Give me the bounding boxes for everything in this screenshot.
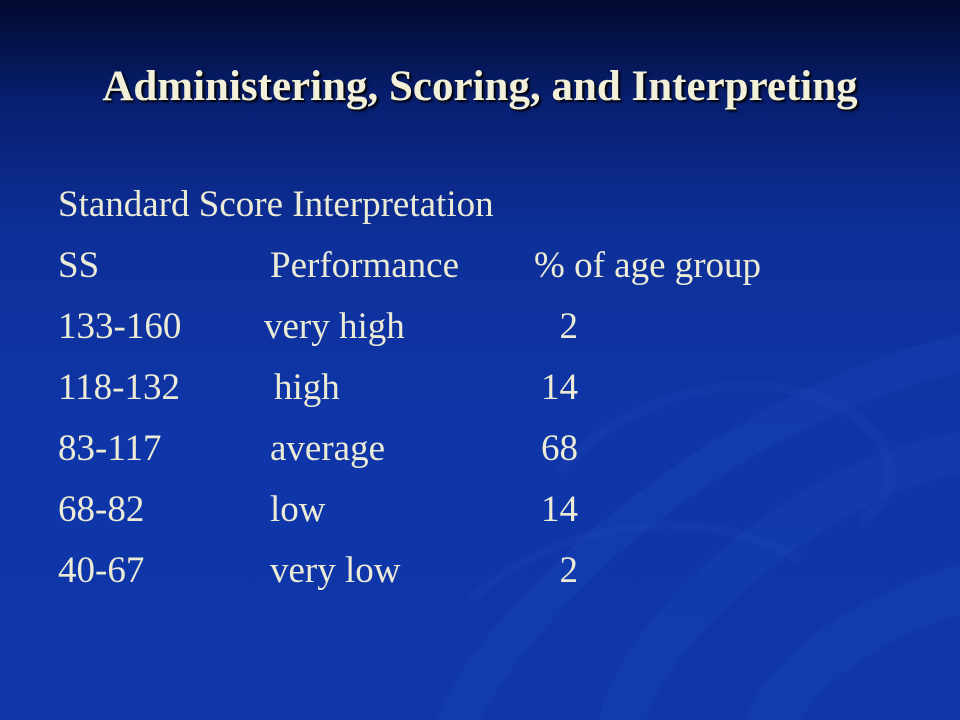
table-row: 83-117 average 68 (58, 418, 918, 479)
header-percent-of-age-group: % of age group (534, 245, 762, 286)
row-percent-value: 2 (559, 306, 579, 347)
row-ss-value: 83-117 (58, 428, 162, 469)
row-ss-value: 40-67 (58, 550, 145, 591)
row-performance-value: high (274, 367, 340, 408)
row-performance-value: low (270, 489, 326, 530)
section-subtitle: Standard Score Interpretation (58, 184, 494, 225)
row-percent-value: 14 (541, 367, 578, 408)
header-performance: Performance (270, 245, 460, 286)
table-header-row: SS Performance % of age group (58, 235, 918, 296)
row-ss-value: 118-132 (58, 367, 180, 408)
slide-body: Standard Score Interpretation SS Perform… (58, 174, 918, 601)
swirl-arc (556, 380, 895, 525)
row-performance-value: average (270, 428, 386, 469)
row-percent-value: 2 (559, 550, 579, 591)
row-performance-value: very high (264, 306, 405, 347)
table-row: 118-132 high 14 (58, 357, 918, 418)
row-percent-value: 68 (541, 428, 578, 469)
swirl-band-3 (746, 564, 960, 720)
row-percent-value: 14 (541, 489, 578, 530)
row-performance-value: very low (270, 550, 401, 591)
swirl-band-2 (598, 432, 960, 720)
swirl-band-1 (436, 334, 960, 720)
row-ss-value: 133-160 (58, 306, 182, 347)
header-ss: SS (58, 245, 100, 286)
swirl-arc-2 (467, 521, 803, 603)
row-ss-value: 68-82 (58, 489, 145, 530)
table-row: 133-160 very high 2 (58, 296, 918, 357)
table-row: 68-82 low 14 (58, 479, 918, 540)
table-row: 40-67 very low 2 (58, 540, 918, 601)
slide-title: Administering, Scoring, and Interpreting (102, 63, 858, 110)
